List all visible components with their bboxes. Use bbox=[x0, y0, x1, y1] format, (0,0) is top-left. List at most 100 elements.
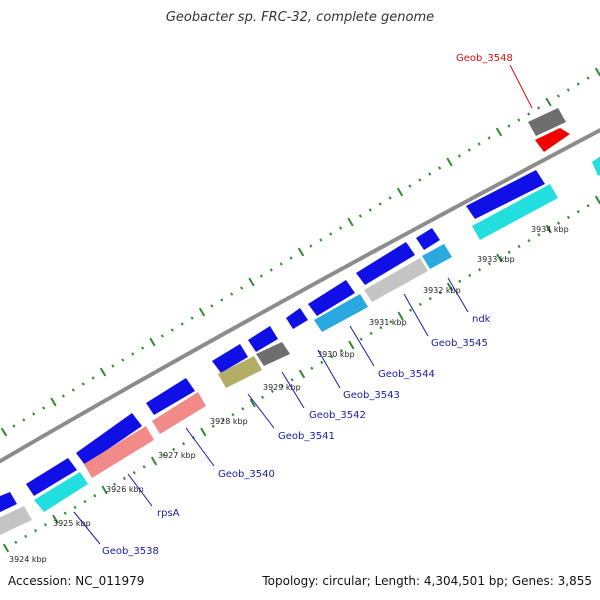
outer-minor-tick bbox=[358, 214, 362, 218]
outer-minor-tick bbox=[527, 112, 531, 116]
inner-minor-tick bbox=[172, 447, 176, 452]
inner-minor-tick bbox=[142, 465, 146, 469]
gene-label[interactable]: Geob_3544 bbox=[378, 369, 435, 380]
outer-minor-tick bbox=[428, 172, 432, 176]
outer-minor-tick bbox=[230, 292, 234, 296]
outer-minor-tick bbox=[487, 136, 491, 140]
inner-minor-tick bbox=[339, 349, 343, 353]
outer-minor-tick bbox=[240, 286, 244, 290]
inner-minor-tick bbox=[34, 528, 38, 533]
gene-label[interactable]: Geob_3538 bbox=[102, 546, 159, 557]
inner-minor-tick bbox=[211, 424, 215, 428]
outer-minor-tick bbox=[269, 268, 273, 272]
outer-major-tick bbox=[495, 127, 503, 137]
gene-blue-9[interactable] bbox=[356, 242, 415, 285]
inner-minor-tick bbox=[379, 325, 383, 330]
outer-minor-tick bbox=[61, 394, 65, 398]
inner-major-tick bbox=[150, 456, 158, 466]
outer-minor-tick bbox=[220, 298, 224, 302]
inner-minor-tick bbox=[527, 238, 531, 243]
gene-pink-1[interactable] bbox=[84, 426, 154, 478]
inner-major-tick bbox=[594, 195, 600, 205]
inner-minor-tick bbox=[586, 204, 590, 208]
outer-minor-tick bbox=[556, 94, 560, 98]
gene-label[interactable]: ndk bbox=[472, 314, 491, 325]
gene-label-connector bbox=[281, 371, 305, 409]
inner-minor-tick bbox=[359, 337, 363, 341]
inner-major-tick bbox=[348, 340, 355, 350]
scale-label: 3932 kbp bbox=[423, 286, 461, 295]
gene-blue-2[interactable] bbox=[26, 458, 77, 496]
gene-label[interactable]: rpsA bbox=[157, 508, 180, 519]
outer-minor-tick bbox=[576, 82, 580, 86]
inner-minor-tick bbox=[557, 221, 561, 225]
inner-minor-tick bbox=[428, 296, 432, 301]
scale-label: 3930 kbp bbox=[317, 350, 355, 359]
gene-label[interactable]: Geob_3543 bbox=[343, 390, 400, 401]
gene-label-connector bbox=[403, 293, 429, 337]
outer-major-tick bbox=[149, 337, 156, 347]
outer-minor-tick bbox=[329, 232, 333, 236]
outer-minor-tick bbox=[418, 178, 422, 182]
gene-cyan-1[interactable] bbox=[34, 472, 88, 512]
gene-blue-6[interactable] bbox=[248, 326, 278, 352]
gene-olive-1[interactable] bbox=[218, 356, 262, 388]
scale-label: 3929 kbp bbox=[263, 383, 301, 392]
gene-labels: Geob_3538 rpsA Geob_3540 Geob_3541 Geob_3542… bbox=[73, 53, 533, 557]
gene-light-blue-1[interactable] bbox=[314, 294, 368, 332]
gene-blue-1[interactable] bbox=[0, 492, 17, 514]
gene-label[interactable]: Geob_3542 bbox=[309, 410, 366, 421]
inner-major-tick bbox=[496, 253, 503, 263]
gene-light-gray-2[interactable] bbox=[364, 258, 428, 302]
inner-minor-tick bbox=[83, 499, 87, 504]
gene-label[interactable]: Geob_3545 bbox=[431, 338, 488, 349]
accession-text: Accession: NC_011979 bbox=[8, 574, 145, 588]
gene-label[interactable]: Geob_3541 bbox=[278, 431, 335, 442]
outer-minor-tick bbox=[190, 316, 194, 320]
gene-label[interactable]: Geob_3540 bbox=[218, 469, 275, 480]
gene-blue-11[interactable] bbox=[466, 170, 545, 219]
outer-minor-tick bbox=[537, 106, 541, 110]
gene-blue-8[interactable] bbox=[308, 280, 355, 316]
gene-blue-10[interactable] bbox=[416, 228, 440, 250]
gene-light-blue-2[interactable] bbox=[422, 244, 452, 269]
gene-pink-2[interactable] bbox=[152, 392, 206, 434]
outer-major-tick bbox=[545, 97, 552, 107]
outer-minor-tick bbox=[289, 256, 293, 260]
outer-major-tick bbox=[0, 427, 8, 437]
gene-label[interactable]: Geob_3548 bbox=[456, 53, 513, 64]
inner-minor-tick bbox=[24, 534, 28, 539]
outer-major-tick bbox=[396, 187, 404, 197]
gene-blue-3[interactable] bbox=[76, 413, 142, 465]
gene-light-gray-1[interactable] bbox=[0, 506, 32, 536]
outer-minor-tick bbox=[160, 334, 164, 338]
gene-cyan-2[interactable] bbox=[472, 184, 558, 240]
inner-minor-tick bbox=[458, 279, 462, 283]
gene-red-1[interactable] bbox=[535, 128, 570, 152]
gene-blue-5[interactable] bbox=[212, 344, 248, 373]
gene-label-connector bbox=[317, 349, 341, 389]
outer-minor-tick bbox=[477, 142, 481, 146]
gene-label-connector bbox=[349, 325, 375, 367]
outer-major-tick bbox=[50, 397, 57, 407]
gene-gray-2[interactable] bbox=[528, 108, 566, 136]
inner-minor-tick bbox=[261, 395, 265, 399]
inner-minor-tick bbox=[507, 250, 511, 254]
outer-minor-tick bbox=[22, 418, 26, 422]
inner-minor-tick bbox=[369, 331, 373, 336]
outer-minor-tick bbox=[180, 322, 184, 326]
outer-minor-tick bbox=[42, 406, 46, 410]
inner-minor-tick bbox=[132, 470, 136, 475]
outer-minor-tick bbox=[319, 238, 323, 242]
inner-minor-tick bbox=[389, 320, 393, 324]
gene-gray-1[interactable] bbox=[256, 342, 290, 366]
inner-minor-tick bbox=[468, 273, 472, 278]
gene-blue-4[interactable] bbox=[146, 378, 195, 415]
outer-minor-tick bbox=[121, 358, 125, 362]
outer-minor-tick bbox=[368, 208, 372, 212]
scale-label: 3933 kbp bbox=[477, 255, 515, 264]
gene-cyan-3[interactable] bbox=[592, 150, 600, 176]
gene-blue-7[interactable] bbox=[286, 308, 308, 329]
inner-minor-tick bbox=[221, 418, 225, 423]
